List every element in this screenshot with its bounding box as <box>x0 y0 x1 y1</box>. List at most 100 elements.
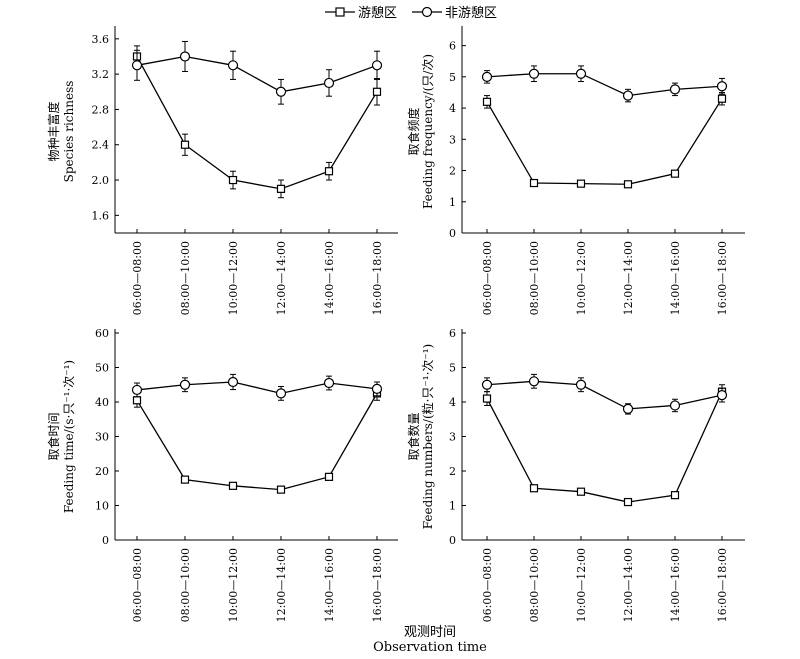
y-axis-title-en: Feeding time/(s·只⁻¹·次⁻¹) <box>62 360 76 513</box>
data-point-square <box>670 169 680 178</box>
x-tick-label: 08:00—10:00 <box>179 241 192 315</box>
y-axis-title-cn: 物种丰富度 <box>46 101 61 161</box>
legend-label-recreation: 游憩区 <box>358 5 397 21</box>
series-line-square <box>486 391 723 503</box>
x-tick-label: 16:00—18:00 <box>716 548 729 622</box>
y-tick-label: 1 <box>449 500 456 513</box>
y-axis-title-cn: 取食时间 <box>46 412 61 460</box>
series-line-circle <box>486 73 723 97</box>
x-tick-label: 10:00—12:00 <box>575 241 588 315</box>
data-point-square <box>132 396 142 405</box>
data-point-square <box>324 167 334 176</box>
legend-circle-marker <box>421 6 433 18</box>
x-tick-label: 06:00—08:00 <box>481 241 494 315</box>
data-point-circle <box>323 77 335 89</box>
data-point-circle <box>179 51 191 62</box>
data-point-circle <box>371 383 383 394</box>
data-point-square <box>180 140 190 149</box>
x-axis-title-cn: 观测时间 <box>404 625 456 640</box>
data-point-square <box>482 394 492 403</box>
data-point-circle <box>622 90 634 101</box>
data-point-circle <box>481 379 493 390</box>
x-tick-label: 08:00—10:00 <box>179 548 192 622</box>
data-point-circle <box>669 400 681 411</box>
legend-square-marker <box>335 7 345 17</box>
data-point-square <box>529 484 539 493</box>
y-tick-label: 5 <box>449 362 456 375</box>
y-tick-label: 5 <box>449 71 456 84</box>
data-point-circle <box>716 390 728 401</box>
x-tick-label: 12:00—14:00 <box>622 548 635 622</box>
y-tick-label: 2.8 <box>92 103 110 116</box>
data-point-square <box>228 175 238 185</box>
x-tick-label: 08:00—10:00 <box>528 241 541 315</box>
x-tick-label: 14:00—16:00 <box>669 548 682 622</box>
legend-label-non-recreation: 非游憩区 <box>445 5 497 21</box>
data-point-circle <box>179 379 191 390</box>
x-tick-label: 08:00—10:00 <box>528 548 541 622</box>
x-tick-label: 10:00—12:00 <box>227 548 240 622</box>
chart-panel-3: 0 10 20 30 40 50 60 06:00—08:00 08:00—10:00 10:00… <box>46 327 398 622</box>
data-point-circle <box>323 377 335 389</box>
x-tick-label: 06:00—08:00 <box>131 548 144 622</box>
y-axis-title-cn: 取食数量 <box>406 412 421 460</box>
y-axis-title-en: Feeding frequency/(只/次) <box>421 54 435 209</box>
data-point-circle <box>131 384 143 396</box>
y-tick-label: 2 <box>449 465 456 478</box>
chart-panels: 1.6 2.0 2.4 2.8 3.2 3.6 06:00—08:00 08:00—10:00… <box>46 26 745 622</box>
series-line-circle <box>136 381 378 395</box>
x-tick-label: 10:00—12:00 <box>227 241 240 315</box>
y-tick-label: 3 <box>449 133 456 146</box>
y-tick-label: 10 <box>95 500 109 513</box>
data-point-circle <box>622 403 634 414</box>
data-point-square <box>576 487 586 496</box>
x-tick-label: 12:00—14:00 <box>275 241 288 315</box>
y-tick-label: 50 <box>95 362 109 375</box>
y-tick-label: 1.6 <box>92 209 110 222</box>
x-axis-title-en: Observation time <box>373 640 487 655</box>
chart-panel-4: 0 1 2 3 4 5 6 06:00—08:00 08:00—10:00 10:00—12:00… <box>406 327 745 622</box>
y-tick-label: 4 <box>449 396 456 409</box>
data-point-circle <box>528 376 540 387</box>
data-point-circle <box>371 60 383 71</box>
x-tick-label: 16:00—18:00 <box>716 241 729 315</box>
y-tick-label: 20 <box>95 465 109 478</box>
data-point-square <box>482 97 492 106</box>
y-tick-label: 0 <box>449 534 456 547</box>
y-tick-label: 60 <box>95 327 109 340</box>
data-point-square <box>180 475 190 484</box>
y-tick-label: 6 <box>449 40 456 53</box>
data-point-square <box>228 481 238 490</box>
data-point-circle <box>575 379 587 390</box>
series-line-square <box>486 98 723 185</box>
y-tick-label: 2.0 <box>92 174 110 187</box>
y-tick-label: 40 <box>95 396 109 409</box>
data-point-circle <box>716 81 728 92</box>
data-point-square <box>623 180 633 189</box>
legend: 游憩区 非游憩区 <box>325 5 497 21</box>
series-line-square <box>136 393 378 491</box>
data-point-circle <box>227 60 239 71</box>
series-line-circle <box>136 55 378 93</box>
y-axis-title-en: Feeding numbers/(粒·只⁻¹·次⁻¹) <box>420 344 435 529</box>
y-tick-label: 4 <box>449 102 456 115</box>
y-tick-label: 2.4 <box>92 139 110 152</box>
y-tick-label: 6 <box>449 327 456 340</box>
data-point-square <box>670 491 680 500</box>
y-tick-label: 3.2 <box>92 68 110 81</box>
data-point-square <box>276 485 286 494</box>
data-point-square <box>324 472 334 481</box>
data-point-circle <box>275 388 287 399</box>
data-point-square <box>576 179 586 188</box>
data-point-circle <box>275 86 287 97</box>
data-point-circle <box>131 60 143 71</box>
x-tick-label: 06:00—08:00 <box>481 548 494 622</box>
x-tick-label: 12:00—14:00 <box>622 241 635 315</box>
y-axis-title-en: Species richness <box>62 81 76 183</box>
data-point-circle <box>669 84 681 95</box>
x-tick-label: 14:00—16:00 <box>323 241 336 315</box>
x-tick-label: 16:00—18:00 <box>371 548 384 622</box>
y-tick-label: 30 <box>95 431 109 444</box>
chart-panel-2: 0 1 2 3 4 5 6 06:00—08:00 08:00—10:00 10:00—12:00… <box>406 26 745 315</box>
